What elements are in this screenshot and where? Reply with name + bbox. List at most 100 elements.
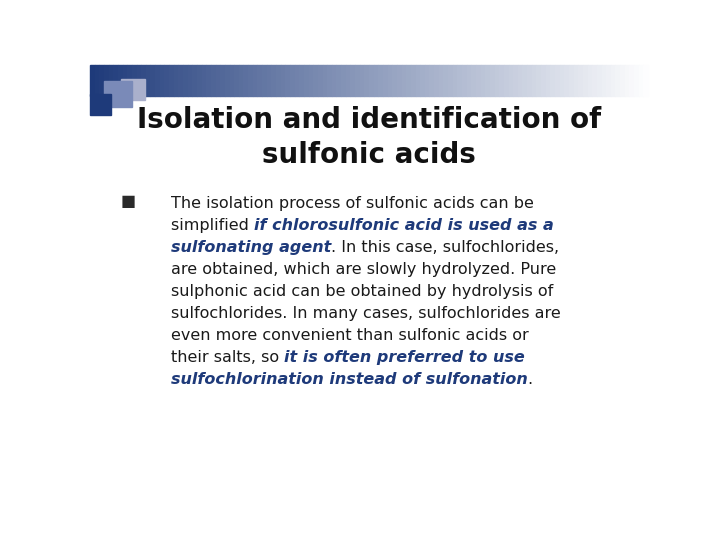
Text: ■: ■ <box>121 194 136 209</box>
Polygon shape <box>281 65 285 96</box>
Polygon shape <box>644 65 648 96</box>
Polygon shape <box>495 65 499 96</box>
Polygon shape <box>145 65 150 96</box>
Polygon shape <box>593 65 597 96</box>
Polygon shape <box>620 65 625 96</box>
Text: it is often preferred to use: it is often preferred to use <box>284 350 525 365</box>
Polygon shape <box>341 65 346 96</box>
Polygon shape <box>243 65 248 96</box>
Polygon shape <box>387 65 392 96</box>
Polygon shape <box>137 65 141 96</box>
Polygon shape <box>541 65 546 96</box>
Polygon shape <box>550 65 555 96</box>
Polygon shape <box>104 65 109 96</box>
Polygon shape <box>629 65 634 96</box>
Polygon shape <box>606 65 611 96</box>
Polygon shape <box>239 65 243 96</box>
Polygon shape <box>155 65 160 96</box>
Text: simplified: simplified <box>171 218 254 233</box>
Text: Isolation and identification of
sulfonic acids: Isolation and identification of sulfonic… <box>137 106 601 169</box>
Polygon shape <box>467 65 472 96</box>
Polygon shape <box>179 65 183 96</box>
Polygon shape <box>118 65 122 96</box>
Polygon shape <box>160 65 164 96</box>
Polygon shape <box>192 65 197 96</box>
Polygon shape <box>258 65 262 96</box>
Polygon shape <box>183 65 188 96</box>
Polygon shape <box>355 65 360 96</box>
Polygon shape <box>271 65 276 96</box>
Text: sulphonic acid can be obtained by hydrolysis of: sulphonic acid can be obtained by hydrol… <box>171 284 553 299</box>
Polygon shape <box>504 65 508 96</box>
Polygon shape <box>294 65 300 96</box>
Text: even more convenient than sulfonic acids or: even more convenient than sulfonic acids… <box>171 328 528 343</box>
Polygon shape <box>164 65 169 96</box>
Polygon shape <box>211 65 215 96</box>
Polygon shape <box>336 65 341 96</box>
Polygon shape <box>122 65 127 96</box>
Polygon shape <box>625 65 629 96</box>
Bar <box>104 81 132 107</box>
Polygon shape <box>402 65 406 96</box>
Polygon shape <box>601 65 606 96</box>
Polygon shape <box>332 65 336 96</box>
Polygon shape <box>313 65 318 96</box>
Polygon shape <box>532 65 536 96</box>
Text: sulfonating agent: sulfonating agent <box>171 240 331 255</box>
Polygon shape <box>141 65 145 96</box>
Text: sulfochlorides. In many cases, sulfochlorides are: sulfochlorides. In many cases, sulfochlo… <box>171 306 561 321</box>
Polygon shape <box>276 65 281 96</box>
Polygon shape <box>485 65 490 96</box>
Polygon shape <box>415 65 420 96</box>
Polygon shape <box>597 65 601 96</box>
Polygon shape <box>583 65 588 96</box>
Polygon shape <box>360 65 364 96</box>
Polygon shape <box>304 65 309 96</box>
Polygon shape <box>490 65 495 96</box>
Polygon shape <box>215 65 220 96</box>
Polygon shape <box>559 65 564 96</box>
Polygon shape <box>429 65 434 96</box>
Polygon shape <box>253 65 258 96</box>
Polygon shape <box>513 65 518 96</box>
Polygon shape <box>457 65 462 96</box>
Polygon shape <box>230 65 234 96</box>
Text: . In this case, sulfochlorides,: . In this case, sulfochlorides, <box>331 240 559 255</box>
Polygon shape <box>94 65 99 96</box>
Bar <box>90 94 112 114</box>
Text: .: . <box>528 372 533 387</box>
Polygon shape <box>527 65 532 96</box>
Polygon shape <box>611 65 616 96</box>
Polygon shape <box>285 65 290 96</box>
Polygon shape <box>150 65 155 96</box>
Polygon shape <box>266 65 271 96</box>
Polygon shape <box>323 65 327 96</box>
Polygon shape <box>453 65 457 96</box>
Polygon shape <box>113 65 118 96</box>
Polygon shape <box>639 65 644 96</box>
Polygon shape <box>564 65 569 96</box>
Polygon shape <box>425 65 429 96</box>
Polygon shape <box>374 65 378 96</box>
Text: their salts, so: their salts, so <box>171 350 284 365</box>
Polygon shape <box>127 65 132 96</box>
Polygon shape <box>518 65 523 96</box>
Polygon shape <box>351 65 355 96</box>
Polygon shape <box>578 65 583 96</box>
Polygon shape <box>472 65 476 96</box>
Polygon shape <box>300 65 304 96</box>
Polygon shape <box>225 65 230 96</box>
Polygon shape <box>169 65 174 96</box>
Polygon shape <box>588 65 593 96</box>
Text: sulfochlorination instead of sulfonation: sulfochlorination instead of sulfonation <box>171 372 528 387</box>
Polygon shape <box>99 65 104 96</box>
Text: The isolation process of sulfonic acids can be: The isolation process of sulfonic acids … <box>171 196 534 211</box>
Polygon shape <box>411 65 415 96</box>
Polygon shape <box>309 65 313 96</box>
Polygon shape <box>132 65 137 96</box>
Polygon shape <box>262 65 266 96</box>
Polygon shape <box>234 65 239 96</box>
Polygon shape <box>420 65 425 96</box>
Polygon shape <box>508 65 513 96</box>
Text: if chlorosulfonic acid is used as a: if chlorosulfonic acid is used as a <box>254 218 554 233</box>
